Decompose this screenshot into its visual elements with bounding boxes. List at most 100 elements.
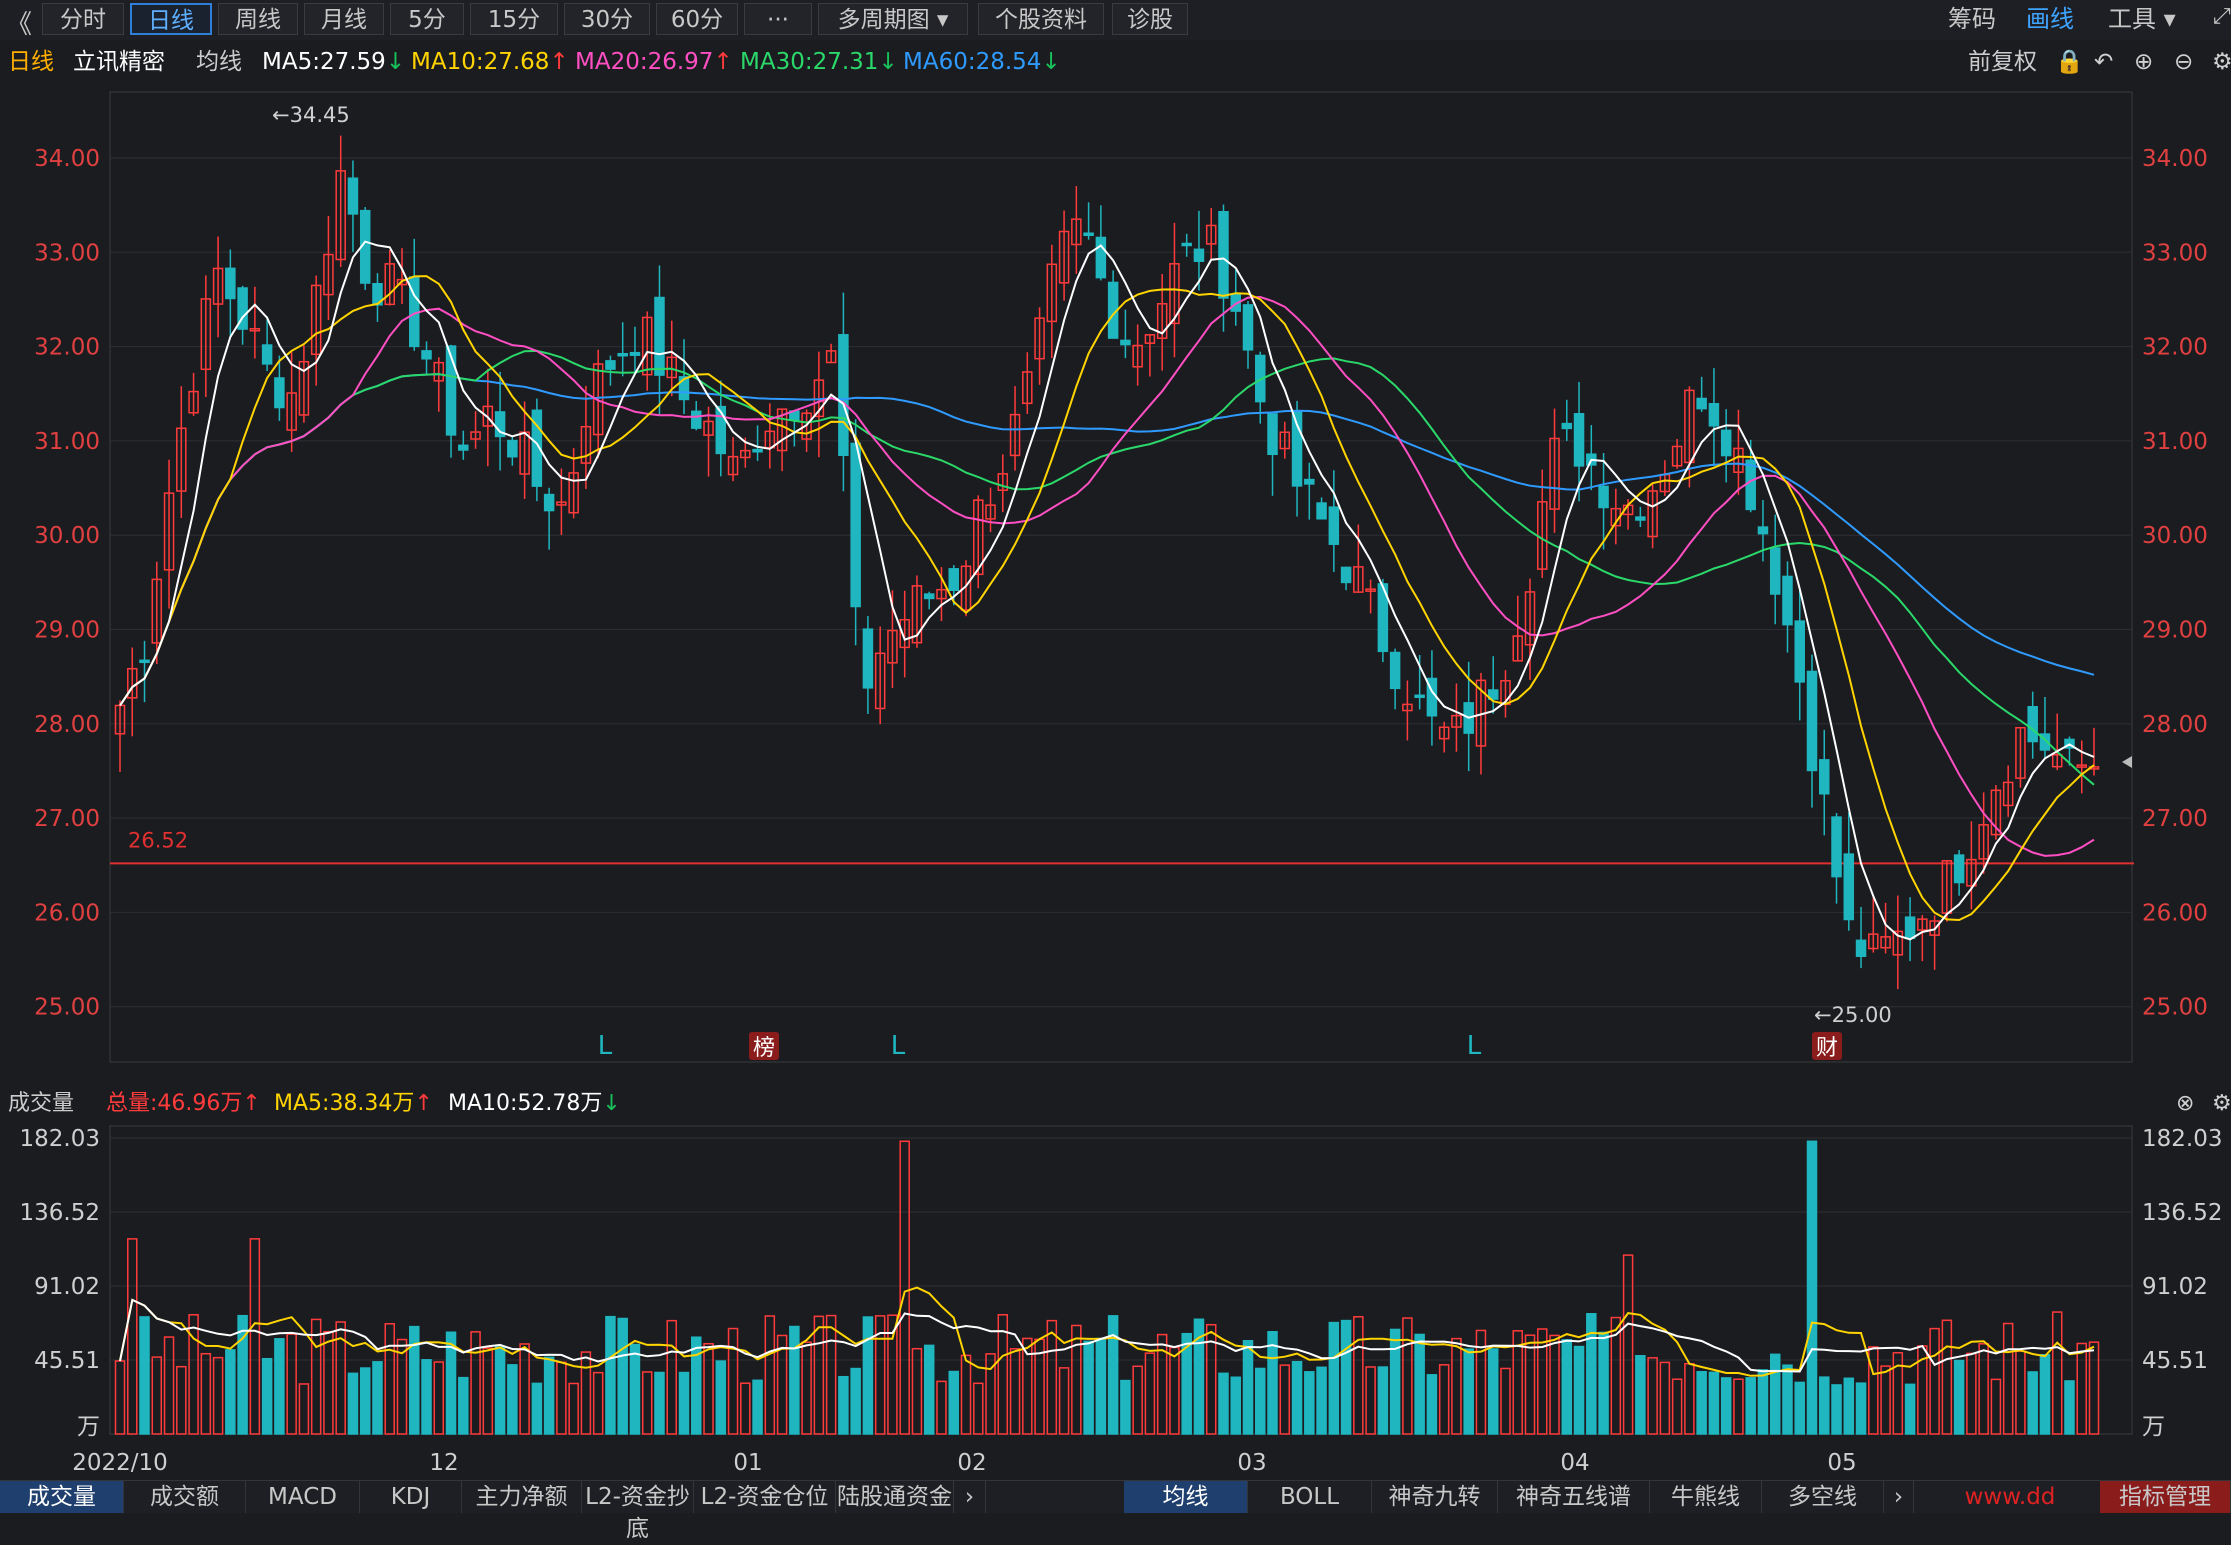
tab-6[interactable]: 30分 (564, 3, 650, 35)
undo-icon[interactable]: ↶ (2094, 49, 2114, 75)
volume-bar (1745, 1377, 1756, 1435)
volume-bar (176, 1365, 187, 1435)
l-marker: L (598, 1031, 613, 1061)
marker-badge (1812, 1032, 1842, 1060)
settings-icon[interactable]: ⚙ (2212, 49, 2231, 75)
settings-icon[interactable]: ⚙ (2212, 1091, 2231, 1116)
tab-4[interactable]: 5分 (390, 3, 464, 35)
volume-total-text: 总量:46.96万 (106, 1091, 243, 1116)
volume-bar (1242, 1340, 1254, 1435)
candle-body (1904, 916, 1916, 940)
volume-bar (2015, 1350, 2026, 1435)
low-label: ←25.00 (1814, 1003, 1892, 1027)
expand-icon[interactable]: ⤢ (2213, 4, 2231, 29)
volume-bar (1622, 1254, 1634, 1435)
volume-bar (225, 1349, 236, 1435)
volume-total: 总量:46.96万↑ (106, 1086, 261, 1122)
volume-bar (1144, 1352, 1156, 1435)
chip-button[interactable]: 筹码 (1948, 5, 1996, 33)
tab-0[interactable]: 分时 (42, 3, 124, 35)
volume-bar (580, 1351, 592, 1435)
tab-9[interactable]: 多周期图 ▾ (818, 3, 968, 35)
volume-bar (1586, 1313, 1597, 1435)
volume-tick-left: 136.52 (20, 1200, 100, 1226)
main-indicator-tab-5[interactable]: 多空线 (1762, 1481, 1884, 1513)
volume-bar (470, 1331, 481, 1435)
y-tick-right: 26.00 (2142, 900, 2208, 926)
volume-bar (1328, 1321, 1340, 1435)
tab-7[interactable]: 60分 (656, 3, 738, 35)
candle-body (1684, 389, 1695, 464)
y-tick-left: 32.00 (34, 335, 100, 361)
volume-bar (1083, 1340, 1094, 1435)
ma20-text: MA20:26.97 (575, 49, 714, 75)
volume-bar (1831, 1384, 1842, 1435)
kline-chart[interactable]: 34.00 34.00 33.00 33.00 32.00 32.00 31.00 31.00… (0, 80, 2231, 1080)
candle-body (1071, 218, 1082, 246)
main-indicator-tab-3[interactable]: 神奇五线谱 (1498, 1481, 1650, 1513)
volume-tick-right: 45.51 (2142, 1348, 2208, 1374)
volume-chart[interactable]: 182.03 182.03 136.52 136.52 91.02 91.02 45.51 4… (0, 1122, 2231, 1478)
tab-1[interactable]: 日线 (130, 3, 212, 35)
tab-3[interactable]: 月线 (304, 3, 384, 35)
indicator-tab-5[interactable]: L2-资金抄底 (582, 1481, 694, 1542)
zoom-in-icon[interactable]: ⊕ (2134, 49, 2154, 75)
indicator-tab-4[interactable]: 主力净额 (462, 1481, 582, 1513)
candle-body (1095, 236, 1107, 279)
volume-bar (507, 1364, 518, 1435)
ma10-line (119, 275, 2095, 922)
ma-label[interactable]: 均线 (196, 49, 242, 75)
main-indicator-tab-6[interactable]: 指标管理 (2100, 1481, 2231, 1513)
candle-body (1671, 445, 1683, 467)
candle-body (1635, 516, 1646, 521)
indicator-tab-0[interactable]: 成交量 (0, 1481, 124, 1513)
volume-bar (641, 1371, 653, 1435)
candle-body (1451, 714, 1462, 728)
indicator-tab-3[interactable]: KDJ (360, 1481, 462, 1513)
indicator-tab-1[interactable]: 成交额 (124, 1481, 246, 1513)
volume-tick-right: 182.03 (2142, 1126, 2222, 1152)
tab-11[interactable]: 诊股 (1112, 3, 1188, 35)
indicator-tab-2[interactable]: MACD (246, 1481, 360, 1513)
volume-bar (825, 1314, 837, 1435)
candle-body (1978, 824, 1989, 860)
close-circle-icon[interactable]: ⊗ (2176, 1091, 2195, 1116)
candle-body (1855, 939, 1867, 958)
volume-tick-left: 182.03 (20, 1126, 100, 1152)
double-chevron-left-icon[interactable]: 《 (6, 10, 33, 40)
candle-body (1156, 303, 1168, 339)
candle-body (727, 455, 739, 476)
main-indicator-tab-4[interactable]: 牛熊线 (1650, 1481, 1762, 1513)
tab-10[interactable]: 个股资料 (978, 3, 1104, 35)
tools-button[interactable]: 工具 ▾ (2108, 3, 2176, 35)
chevron-right-icon[interactable]: › (1884, 1481, 1914, 1513)
x-axis-label: 01 (733, 1450, 762, 1476)
tab-5[interactable]: 15分 (470, 3, 558, 35)
y-tick-left: 34.00 (34, 146, 100, 172)
draw-line-button[interactable]: 画线 (2026, 5, 2074, 33)
tab-2[interactable]: 周线 (218, 3, 298, 35)
candle-body (1242, 304, 1254, 351)
chevron-right-icon[interactable]: › (954, 1481, 986, 1513)
volume-tick-left: 万 (77, 1414, 100, 1440)
main-indicator-tab-2[interactable]: 神奇九转 (1372, 1481, 1498, 1513)
candle-body (1169, 263, 1180, 325)
volume-bar (617, 1317, 628, 1435)
zoom-out-icon[interactable]: ⊖ (2174, 49, 2194, 75)
indicator-tab-6[interactable]: L2-资金仓位 (694, 1481, 836, 1513)
volume-bar (237, 1314, 248, 1435)
volume-bar (899, 1140, 910, 1435)
tab-8[interactable]: ··· (744, 3, 812, 35)
indicator-tab-7[interactable]: 陆股通资金 (836, 1481, 954, 1513)
lock-icon[interactable]: 🔒 (2055, 49, 2084, 75)
volume-info-line: 成交量 总量:46.96万↑ MA5:38.34万↑ MA10:52.78万↓ … (0, 1086, 2231, 1122)
candle-body (801, 412, 812, 440)
main-indicator-tab-1[interactable]: BOLL (1248, 1481, 1372, 1513)
volume-bar (923, 1344, 935, 1435)
ma10-text: MA10:27.68 (411, 49, 550, 75)
main-indicator-tab-0[interactable]: 均线 (1124, 1481, 1248, 1513)
adjust-label[interactable]: 前复权 (1968, 49, 2037, 75)
candle-body (703, 420, 714, 436)
volume-bar (1120, 1379, 1131, 1435)
candle-body (261, 344, 273, 365)
